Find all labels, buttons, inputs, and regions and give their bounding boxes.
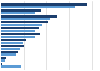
Bar <box>1 65 21 68</box>
Bar <box>1 63 2 65</box>
Bar <box>1 36 35 38</box>
Bar <box>1 45 24 47</box>
Bar <box>1 42 23 44</box>
Bar <box>1 27 39 29</box>
Bar <box>1 39 26 41</box>
Bar <box>1 6 75 8</box>
Bar <box>1 57 6 59</box>
Bar <box>1 12 36 14</box>
Bar <box>1 15 57 18</box>
Bar <box>1 21 48 24</box>
Bar <box>1 51 18 53</box>
Bar <box>1 18 50 20</box>
Bar <box>1 33 40 35</box>
Bar <box>1 47 20 50</box>
Bar <box>1 59 5 62</box>
Bar <box>1 30 35 32</box>
Bar <box>1 53 15 56</box>
Bar <box>1 9 41 12</box>
Bar <box>1 3 87 6</box>
Bar <box>1 24 42 26</box>
